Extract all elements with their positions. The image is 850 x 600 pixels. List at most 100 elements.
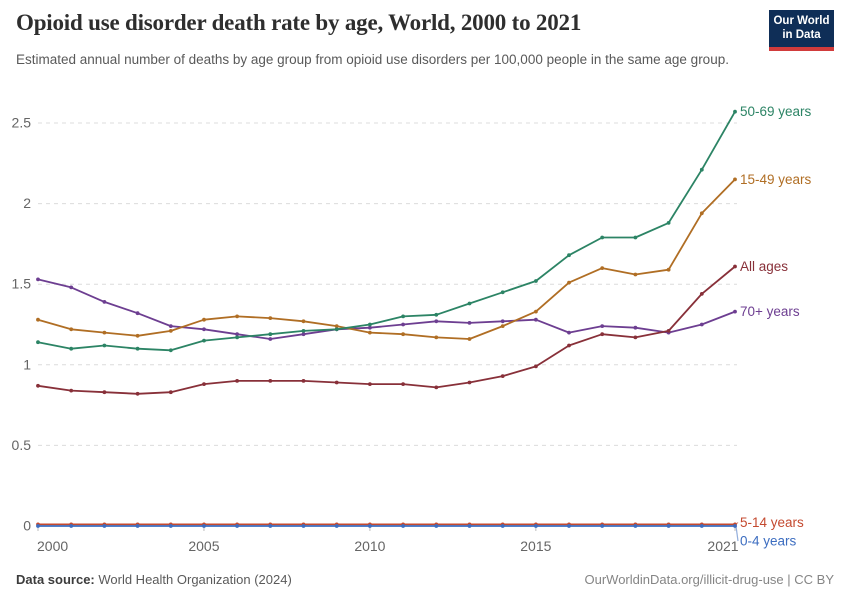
series-line-15-49-years[interactable]	[37, 178, 736, 340]
data-point[interactable]	[733, 177, 737, 182]
data-point[interactable]	[36, 317, 40, 322]
series-70-years[interactable]: 70+ years	[36, 277, 800, 341]
series-50-69-years[interactable]: 50-69 years	[36, 104, 812, 353]
data-point[interactable]	[733, 309, 737, 314]
data-point[interactable]	[368, 382, 372, 386]
data-point[interactable]	[500, 524, 505, 528]
data-point[interactable]	[301, 319, 306, 324]
data-point[interactable]	[202, 524, 206, 528]
data-point[interactable]	[401, 332, 405, 337]
data-point[interactable]	[401, 322, 405, 327]
series-label-15-49-years[interactable]: 15-49 years	[740, 172, 812, 187]
data-point[interactable]	[69, 388, 74, 393]
data-point[interactable]	[202, 382, 206, 386]
data-point[interactable]	[633, 524, 638, 528]
data-point[interactable]	[36, 277, 40, 282]
data-point[interactable]	[268, 316, 273, 320]
data-point[interactable]	[633, 235, 638, 240]
data-point[interactable]	[334, 324, 339, 328]
data-point[interactable]	[434, 385, 439, 390]
data-point[interactable]	[368, 330, 372, 335]
data-point[interactable]	[168, 390, 173, 395]
series-5-14-years[interactable]: 5-14 years	[36, 515, 804, 530]
data-point[interactable]	[168, 348, 173, 353]
data-point[interactable]	[36, 383, 40, 388]
data-point[interactable]	[534, 279, 538, 283]
data-point[interactable]	[401, 524, 405, 528]
data-point[interactable]	[434, 524, 439, 528]
data-point[interactable]	[69, 285, 74, 290]
data-point[interactable]	[567, 330, 571, 335]
data-point[interactable]	[135, 524, 140, 528]
data-point[interactable]	[168, 324, 173, 328]
series-label-0-4-years[interactable]: 0-4 years	[740, 534, 797, 549]
data-point[interactable]	[666, 221, 671, 225]
owid-logo[interactable]: Our World in Data	[769, 10, 834, 51]
series-15-49-years[interactable]: 15-49 years	[36, 172, 812, 341]
data-point[interactable]	[36, 524, 40, 528]
data-point[interactable]	[36, 340, 40, 345]
data-point[interactable]	[633, 272, 638, 277]
data-point[interactable]	[600, 266, 605, 270]
data-point[interactable]	[334, 524, 339, 528]
data-point[interactable]	[600, 324, 605, 328]
data-point[interactable]	[467, 321, 472, 325]
data-point[interactable]	[102, 524, 107, 528]
data-point[interactable]	[633, 335, 638, 340]
data-point[interactable]	[699, 211, 704, 216]
data-point[interactable]	[135, 311, 140, 316]
data-point[interactable]	[534, 524, 538, 528]
data-point[interactable]	[699, 524, 704, 528]
data-point[interactable]	[102, 390, 107, 395]
data-point[interactable]	[268, 332, 273, 337]
data-point[interactable]	[500, 319, 505, 324]
data-point[interactable]	[368, 524, 372, 528]
data-point[interactable]	[434, 335, 439, 340]
data-point[interactable]	[235, 314, 240, 319]
data-point[interactable]	[135, 346, 140, 351]
data-point[interactable]	[301, 524, 306, 528]
data-point[interactable]	[567, 253, 571, 258]
data-point[interactable]	[434, 319, 439, 324]
data-point[interactable]	[202, 317, 206, 322]
data-point[interactable]	[235, 379, 240, 383]
series-label-all-ages[interactable]: All ages	[740, 259, 788, 274]
series-line-all-ages[interactable]	[37, 265, 736, 395]
data-point[interactable]	[500, 374, 505, 378]
data-point[interactable]	[600, 235, 605, 240]
data-point[interactable]	[168, 524, 173, 528]
data-point[interactable]	[567, 280, 571, 285]
data-point[interactable]	[699, 167, 704, 172]
data-point[interactable]	[368, 322, 372, 327]
data-point[interactable]	[268, 379, 273, 383]
data-point[interactable]	[600, 332, 605, 337]
data-point[interactable]	[235, 332, 240, 337]
data-point[interactable]	[102, 300, 107, 304]
data-point[interactable]	[334, 327, 339, 332]
data-point[interactable]	[102, 343, 107, 348]
series-0-4-years[interactable]: 0-4 years	[36, 524, 797, 549]
data-point[interactable]	[235, 335, 240, 340]
series-label-5-14-years[interactable]: 5-14 years	[740, 515, 804, 530]
data-point[interactable]	[534, 309, 538, 314]
data-point[interactable]	[368, 325, 372, 330]
data-point[interactable]	[699, 292, 704, 296]
data-point[interactable]	[102, 330, 107, 335]
series-label-50-69-years[interactable]: 50-69 years	[740, 104, 812, 119]
data-point[interactable]	[534, 364, 538, 369]
data-point[interactable]	[467, 301, 472, 306]
data-point[interactable]	[69, 346, 74, 351]
credit-link[interactable]: OurWorldinData.org/illicit-drug-use | CC…	[584, 572, 835, 587]
data-point[interactable]	[633, 325, 638, 330]
data-point[interactable]	[467, 524, 472, 528]
data-point[interactable]	[567, 524, 571, 528]
data-point[interactable]	[202, 338, 206, 343]
data-point[interactable]	[301, 379, 306, 383]
data-point[interactable]	[401, 314, 405, 319]
data-point[interactable]	[567, 343, 571, 348]
data-point[interactable]	[135, 391, 140, 396]
data-point[interactable]	[202, 327, 206, 332]
data-point[interactable]	[733, 109, 737, 114]
data-point[interactable]	[168, 329, 173, 333]
data-point[interactable]	[301, 329, 306, 333]
